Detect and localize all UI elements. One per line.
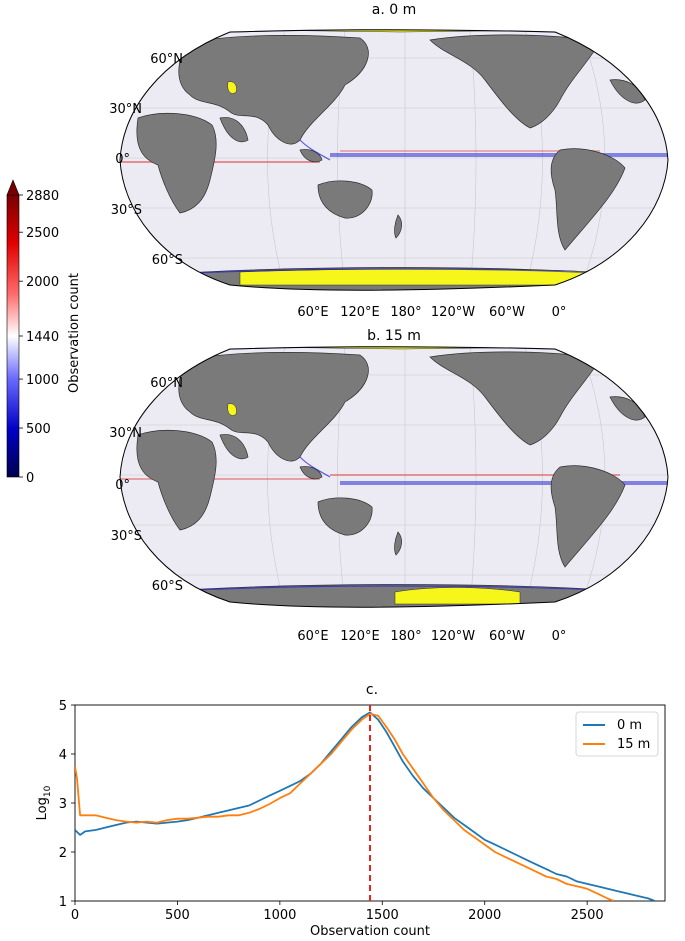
caspian-ice	[227, 81, 237, 94]
map-b-frame	[119, 346, 669, 608]
australia	[317, 497, 373, 536]
lon-label-120w: 120°W	[431, 305, 475, 320]
y-axis-label-main: Log	[35, 797, 50, 820]
lat-label-60s: 60°S	[152, 253, 183, 268]
equatorial-band	[120, 150, 668, 163]
series-line-0m	[75, 711, 656, 901]
lat-label-0: 0°	[115, 152, 130, 167]
line-chart: c. 0 500 1000 1500 2000 2500 1 2 3 4 5 Observatio…	[35, 682, 666, 939]
lat-label-30n: 30°N	[109, 426, 142, 441]
lat-label-60n: 60°N	[150, 52, 183, 67]
x-tick-label: 2000	[468, 908, 501, 923]
eurasia	[178, 352, 369, 462]
map-b-title: b. 15 m	[367, 328, 421, 344]
legend-label-0m: 0 m	[617, 718, 642, 733]
lat-label-60s: 60°S	[152, 579, 183, 594]
lat-label-0: 0°	[115, 478, 130, 493]
new-zealand	[394, 531, 402, 556]
colorbar-tick-label: 2880	[26, 189, 59, 204]
colorbar-tick-label: 1440	[26, 330, 59, 345]
x-tick-label: 2500	[571, 908, 604, 923]
caspian-ice	[227, 403, 237, 416]
series-line-15m	[75, 712, 615, 901]
y-axis-label-sub: 10	[43, 785, 53, 797]
x-axis-ticks: 0 500 1000 1500 2000 2500	[71, 901, 604, 923]
colorbar-label: Observation count	[67, 273, 82, 393]
legend-label-15m: 15 m	[617, 737, 650, 752]
africa	[136, 429, 217, 531]
y-tick-label: 4	[59, 748, 67, 763]
map-panel-a: a. 0 m	[109, 2, 669, 320]
lat-label-30s: 30°S	[111, 529, 142, 544]
colorbar-tick-label: 1000	[26, 373, 59, 388]
colorbar-extend-arrow	[6, 179, 20, 196]
lat-label-60n: 60°N	[150, 376, 183, 391]
equatorial-band	[120, 474, 668, 485]
lat-label-30n: 30°N	[109, 102, 142, 117]
colorbar-ticks: 2880 2500 2000 1440 1000 500 0	[19, 189, 59, 486]
legend: 0 m 15 m	[575, 711, 659, 757]
north-america	[429, 34, 601, 129]
lon-label-0: 0°	[552, 629, 567, 644]
lon-label-60w: 60°W	[489, 629, 525, 644]
x-tick-label: 1000	[263, 908, 296, 923]
lon-label-180: 180°	[390, 629, 421, 644]
lon-label-0: 0°	[552, 305, 567, 320]
lon-label-120w: 120°W	[431, 629, 475, 644]
antarctic-ice	[394, 587, 521, 605]
colorbar-tick-label: 0	[26, 471, 34, 486]
europe	[609, 79, 646, 104]
series-layer	[75, 711, 656, 901]
colorbar-tick-label: 2500	[26, 226, 59, 241]
new-zealand	[394, 214, 402, 239]
y-tick-label: 5	[59, 699, 67, 714]
map-panel-b: b. 15 m	[109, 328, 669, 644]
colorbar-tick-label: 500	[26, 422, 51, 437]
y-axis-ticks: 1 2 3 4 5	[59, 699, 75, 910]
lon-label-120e: 120°E	[340, 305, 380, 320]
chart-title: c.	[366, 682, 378, 698]
map-a-frame	[119, 29, 669, 291]
india	[219, 117, 249, 143]
x-tick-label: 1500	[366, 908, 399, 923]
y-tick-label: 1	[59, 895, 67, 910]
y-tick-label: 2	[59, 846, 67, 861]
y-axis-label: Log10	[35, 785, 53, 820]
eurasia	[178, 35, 369, 145]
x-axis-label: Observation count	[310, 924, 430, 939]
south-america	[550, 465, 626, 568]
north-america	[429, 351, 601, 446]
lat-label-30s: 30°S	[111, 203, 142, 218]
colorbar: 2880 2500 2000 1440 1000 500 0 Observation cou…	[6, 179, 82, 486]
x-tick-label: 500	[165, 908, 190, 923]
south-america	[550, 148, 626, 251]
colorbar-tick-label: 2000	[26, 275, 59, 290]
map-a-title: a. 0 m	[372, 2, 416, 18]
lon-label-120e: 120°E	[340, 629, 380, 644]
lon-label-60e: 60°E	[297, 305, 328, 320]
india	[219, 434, 249, 460]
x-tick-label: 0	[71, 908, 79, 923]
lon-label-60w: 60°W	[489, 305, 525, 320]
europe	[609, 396, 646, 421]
y-tick-label: 3	[59, 797, 67, 812]
colorbar-gradient	[6, 194, 20, 478]
lon-label-180: 180°	[390, 305, 421, 320]
lon-label-60e: 60°E	[297, 629, 328, 644]
africa	[136, 112, 217, 214]
australia	[317, 180, 373, 219]
